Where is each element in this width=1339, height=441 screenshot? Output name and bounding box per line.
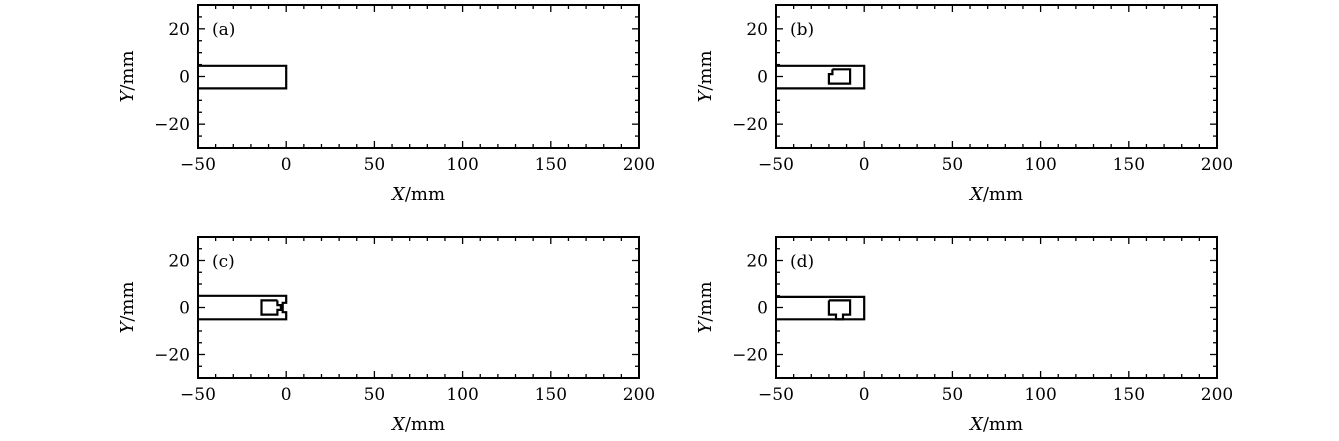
y-tick-label: −20: [732, 115, 768, 135]
y-tick-label: 20: [746, 252, 768, 272]
y-tick-label: 20: [746, 20, 768, 40]
plot-frame: [775, 4, 1218, 149]
x-axis-variable: X: [968, 184, 984, 205]
x-tick-label: 100: [1024, 155, 1056, 175]
outline-series-2: [260, 299, 282, 316]
x-axis-variable: X: [968, 414, 984, 435]
outline-series-1: [198, 294, 288, 321]
x-axis-variable: X: [390, 184, 406, 205]
y-axis-unit: /mm: [117, 50, 138, 90]
y-tick-label: −20: [154, 346, 190, 366]
x-axis-label: X/mm: [390, 184, 445, 205]
panel-label: (a): [212, 20, 235, 40]
y-tick-label: 20: [168, 252, 190, 272]
y-axis-variable: Y: [695, 89, 716, 103]
x-tick-label: 50: [364, 155, 386, 175]
y-axis-label: Y/mm: [695, 50, 716, 102]
outline-series-1: [776, 64, 866, 90]
x-tick-label: −50: [180, 155, 216, 175]
y-axis-variable: Y: [117, 320, 138, 334]
x-tick-label: 0: [859, 155, 870, 175]
x-axis-unit: /mm: [405, 414, 445, 435]
x-axis-label: X/mm: [968, 414, 1023, 435]
x-tick-label: 0: [859, 385, 870, 405]
y-tick-label: −20: [732, 346, 768, 366]
y-tick-label: 0: [179, 299, 190, 319]
x-tick-label: −50: [758, 155, 794, 175]
y-axis-unit: /mm: [117, 281, 138, 321]
x-tick-label: 200: [623, 155, 655, 175]
x-tick-label: 50: [942, 385, 964, 405]
plot-frame: [197, 236, 640, 379]
panel-label: (b): [790, 20, 814, 40]
plot-frame: [197, 4, 640, 149]
y-tick-label: −20: [154, 115, 190, 135]
x-tick-label: 150: [1113, 385, 1145, 405]
x-tick-label: 50: [364, 385, 386, 405]
x-tick-label: 100: [446, 155, 478, 175]
y-axis-unit: /mm: [695, 50, 716, 90]
y-tick-label: 0: [179, 68, 190, 88]
x-tick-label: 0: [281, 385, 292, 405]
y-tick-label: 0: [757, 68, 768, 88]
y-axis-variable: Y: [117, 89, 138, 103]
outline-series-1: [776, 295, 866, 321]
x-axis-unit: /mm: [405, 184, 445, 205]
outline-series-1: [198, 64, 288, 90]
x-axis-variable: X: [390, 414, 406, 435]
x-axis-label: X/mm: [390, 414, 445, 435]
x-axis-unit: /mm: [983, 184, 1023, 205]
plot-frame: [775, 236, 1218, 379]
y-tick-label: 20: [168, 20, 190, 40]
y-axis-variable: Y: [695, 320, 716, 334]
x-tick-label: −50: [180, 385, 216, 405]
y-axis-label: Y/mm: [695, 281, 716, 333]
x-tick-label: 200: [623, 385, 655, 405]
panel-label: (c): [212, 252, 235, 272]
x-tick-label: −50: [758, 385, 794, 405]
x-tick-label: 100: [446, 385, 478, 405]
y-axis-unit: /mm: [695, 281, 716, 321]
outline-series-2: [827, 68, 852, 85]
x-tick-label: 0: [281, 155, 292, 175]
x-tick-label: 100: [1024, 385, 1056, 405]
x-tick-label: 150: [535, 155, 567, 175]
x-axis-label: X/mm: [968, 184, 1023, 205]
y-axis-label: Y/mm: [117, 50, 138, 102]
x-axis-unit: /mm: [983, 414, 1023, 435]
y-tick-label: 0: [757, 299, 768, 319]
panel-label: (d): [790, 252, 814, 272]
x-tick-label: 150: [1113, 155, 1145, 175]
outline-series-2: [827, 299, 852, 321]
x-tick-label: 200: [1201, 385, 1233, 405]
x-tick-label: 200: [1201, 155, 1233, 175]
x-tick-label: 50: [942, 155, 964, 175]
y-axis-label: Y/mm: [117, 281, 138, 333]
x-tick-label: 150: [535, 385, 567, 405]
